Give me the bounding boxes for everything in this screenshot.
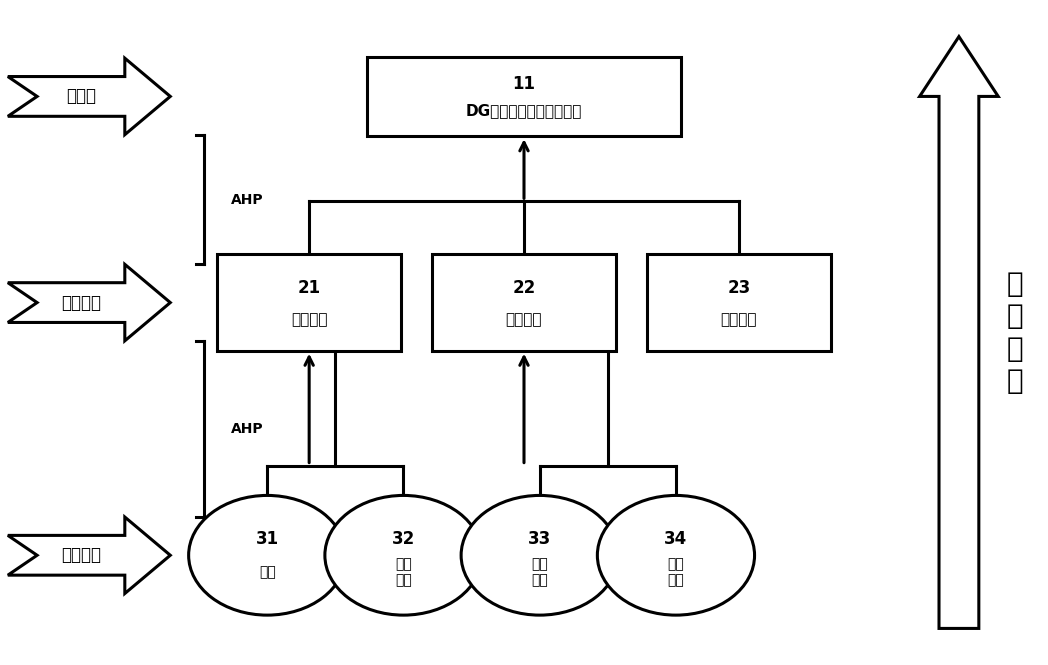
Text: 目标层: 目标层 <box>66 87 96 106</box>
Bar <box>367 57 681 136</box>
Polygon shape <box>920 37 998 628</box>
Bar <box>647 254 830 350</box>
Text: 市场环境: 市场环境 <box>506 313 542 327</box>
Text: 风速: 风速 <box>259 565 276 579</box>
Text: 二级因素: 二级因素 <box>61 293 101 312</box>
Text: 21: 21 <box>298 279 321 297</box>
Polygon shape <box>8 517 170 593</box>
Text: 并网
电价: 并网 电价 <box>531 557 548 587</box>
Ellipse shape <box>189 495 346 615</box>
Text: 自然环境: 自然环境 <box>291 313 327 327</box>
Text: AHP: AHP <box>231 192 263 207</box>
Text: 11: 11 <box>512 75 536 94</box>
Text: 计
算
顺
序: 计 算 顺 序 <box>1006 270 1023 395</box>
Text: 政策环境: 政策环境 <box>721 313 757 327</box>
Bar <box>432 254 615 350</box>
Text: 光照
强度: 光照 强度 <box>395 557 412 587</box>
Text: 31: 31 <box>256 529 279 547</box>
Text: 燃料
成本: 燃料 成本 <box>668 557 684 587</box>
Polygon shape <box>8 264 170 340</box>
Text: 三级因素: 三级因素 <box>61 546 101 565</box>
Text: 33: 33 <box>528 529 551 547</box>
Text: 22: 22 <box>512 279 536 297</box>
Text: 32: 32 <box>392 529 415 547</box>
Text: DG不确定性综合评估体系: DG不确定性综合评估体系 <box>465 103 583 118</box>
Polygon shape <box>8 58 170 134</box>
Ellipse shape <box>461 495 618 615</box>
Ellipse shape <box>597 495 755 615</box>
Ellipse shape <box>325 495 482 615</box>
Text: 23: 23 <box>727 279 750 297</box>
Bar <box>217 254 400 350</box>
Text: 34: 34 <box>664 529 687 547</box>
Text: AHP: AHP <box>231 422 263 436</box>
